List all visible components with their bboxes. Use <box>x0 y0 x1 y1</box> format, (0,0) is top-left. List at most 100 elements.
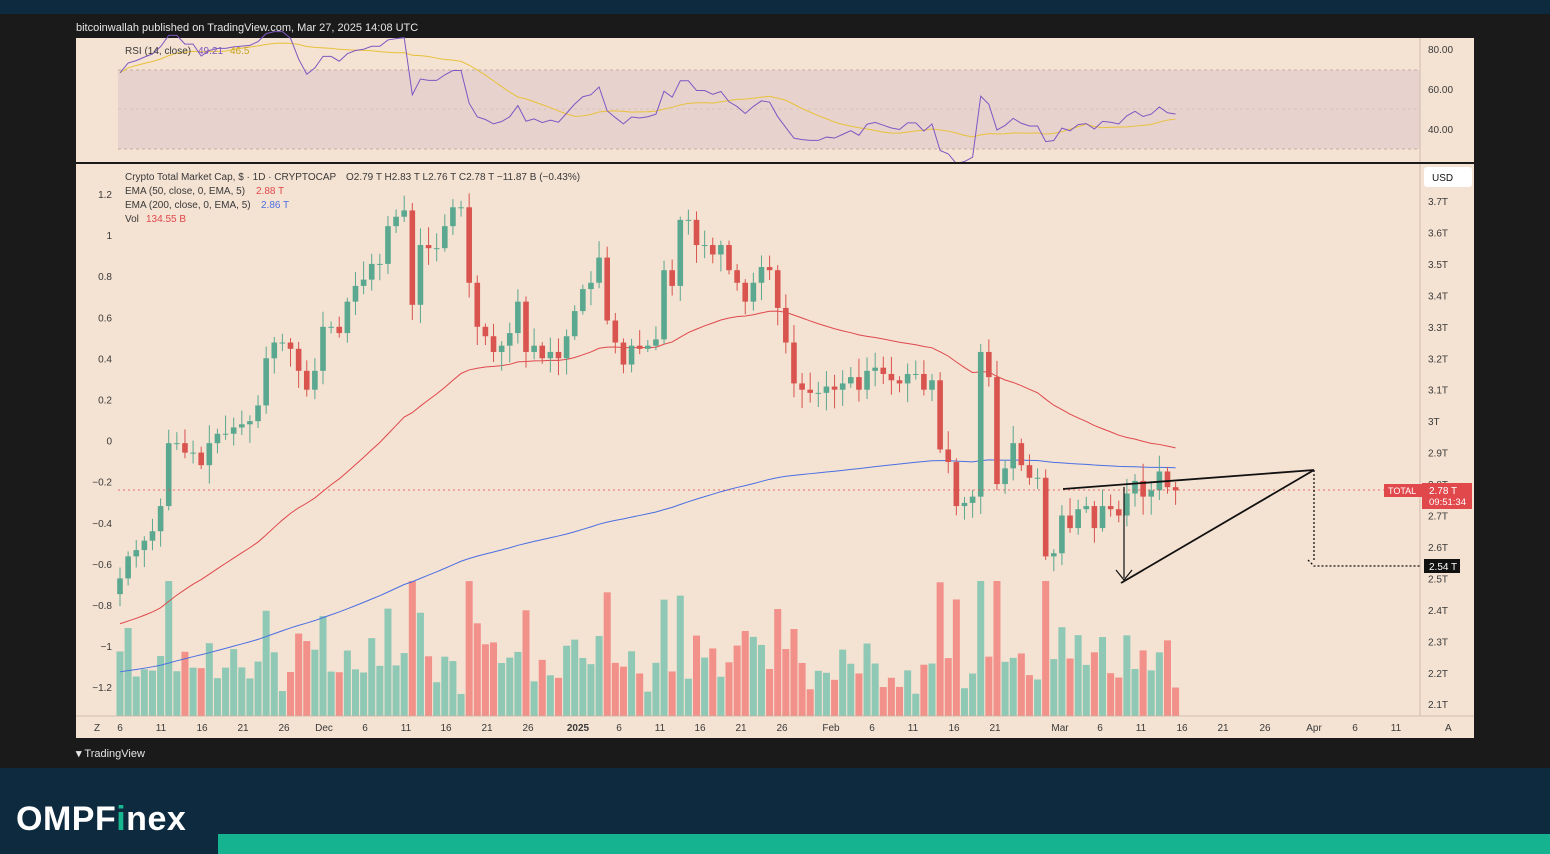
volume-bar <box>116 651 124 716</box>
candle-body <box>588 282 594 290</box>
candle-body <box>295 348 302 371</box>
candle-body <box>547 351 554 359</box>
candle-body <box>636 345 643 349</box>
candle-body <box>174 443 180 445</box>
price-tick: 2.4T <box>1428 606 1448 617</box>
volume-bar <box>287 671 295 716</box>
candle-body <box>312 370 318 390</box>
volume-bar <box>701 657 709 716</box>
volume-bar <box>871 663 879 716</box>
candle-body <box>157 506 164 532</box>
volume-bar <box>944 658 952 716</box>
candle-body <box>1148 490 1155 497</box>
volume-bar <box>490 642 498 716</box>
volume-bar <box>855 673 863 716</box>
candle-body <box>1172 487 1179 491</box>
volume-bar <box>571 639 579 716</box>
candle-body <box>320 326 326 371</box>
rsi-line <box>119 31 1176 165</box>
price-tick: 3.6T <box>1428 228 1448 239</box>
volume-bar <box>960 688 968 716</box>
candle-body <box>222 433 229 435</box>
candle-body <box>555 351 562 359</box>
ema200-value: 2.86 T <box>261 200 289 211</box>
candle-body <box>230 427 237 434</box>
vol-value: 134.55 B <box>146 214 186 225</box>
volume-bar <box>660 599 668 716</box>
volume-bar <box>1050 659 1058 716</box>
candle-body <box>766 267 773 271</box>
volume-bar <box>335 672 343 716</box>
volume-bar <box>1074 635 1082 716</box>
currency-button[interactable] <box>1424 167 1472 187</box>
volume-bar <box>1017 653 1025 716</box>
axis-corner-right[interactable]: A <box>1445 723 1452 734</box>
candle-body <box>523 301 529 352</box>
time-tick: 16 <box>440 723 452 734</box>
candle-body <box>677 219 684 286</box>
volume-bar <box>782 649 790 716</box>
price-tick: 3T <box>1428 417 1440 428</box>
candle-body <box>929 380 935 390</box>
candle-body <box>417 245 424 305</box>
volume-bar <box>165 581 173 716</box>
volume-bar <box>197 668 205 716</box>
candle-body <box>571 311 578 337</box>
time-tick: Mar <box>1051 723 1069 734</box>
candle-body <box>1164 471 1171 488</box>
candle-body <box>693 219 700 246</box>
candles <box>117 193 1179 607</box>
price-tag-value: 2.78 T <box>1429 486 1457 497</box>
volume-bar <box>1025 675 1033 716</box>
candle-body <box>994 377 1000 485</box>
candle-body <box>856 377 862 390</box>
price-tag-label-box <box>1384 484 1422 497</box>
volume-bar <box>993 581 1001 716</box>
candle-body <box>758 267 765 283</box>
volume-bar <box>563 645 571 716</box>
price-tick: 3.1T <box>1428 386 1448 397</box>
volume-bar <box>1066 658 1074 716</box>
price-tick: 2.9T <box>1428 449 1448 460</box>
volume-bar <box>262 610 270 716</box>
volume-bar <box>1115 677 1123 716</box>
candle-body <box>620 342 627 365</box>
axis-corner-left[interactable]: Z <box>94 723 100 734</box>
candle-body <box>645 345 651 349</box>
volume-bar <box>311 649 319 716</box>
volume-bar <box>985 656 993 716</box>
price-tick: 2.5T <box>1428 574 1448 585</box>
volume-bar <box>1163 640 1171 716</box>
volume-bar <box>319 616 327 716</box>
time-tick: 6 <box>117 723 123 734</box>
price-tag-timer: 09:51:34 <box>1429 497 1466 508</box>
time-tick: 6 <box>1352 723 1358 734</box>
candle-body <box>182 443 188 453</box>
volume-bar <box>449 661 457 716</box>
time-tick: 21 <box>1217 723 1229 734</box>
candle-body <box>880 367 887 374</box>
candle-body <box>685 219 692 221</box>
brand-stripe <box>218 834 1550 854</box>
candle-body <box>872 367 878 371</box>
candle-body <box>774 270 781 308</box>
volume-bar <box>579 657 587 716</box>
candle-body <box>377 263 383 265</box>
candle-body <box>506 333 513 346</box>
volume-bar <box>213 678 221 716</box>
time-tick: 11 <box>655 723 666 734</box>
price-tick: 3.2T <box>1428 354 1448 365</box>
rsi-lines <box>119 31 1176 165</box>
volume-bar <box>384 608 392 716</box>
price-tick: 2.6T <box>1428 543 1448 554</box>
volume-bar <box>457 693 465 716</box>
volume-bar <box>433 682 441 716</box>
candle-body <box>433 248 440 250</box>
chart-canvas[interactable]: RSI (14, close) 49.21 46.5 80.00 60.00 4… <box>0 0 1550 768</box>
candle-body <box>1034 477 1041 479</box>
volume-bar <box>1090 652 1098 716</box>
volume-bar <box>595 635 603 716</box>
volume-bar <box>936 582 944 716</box>
candle-body <box>783 307 789 343</box>
left-tick: 0.2 <box>98 396 112 407</box>
